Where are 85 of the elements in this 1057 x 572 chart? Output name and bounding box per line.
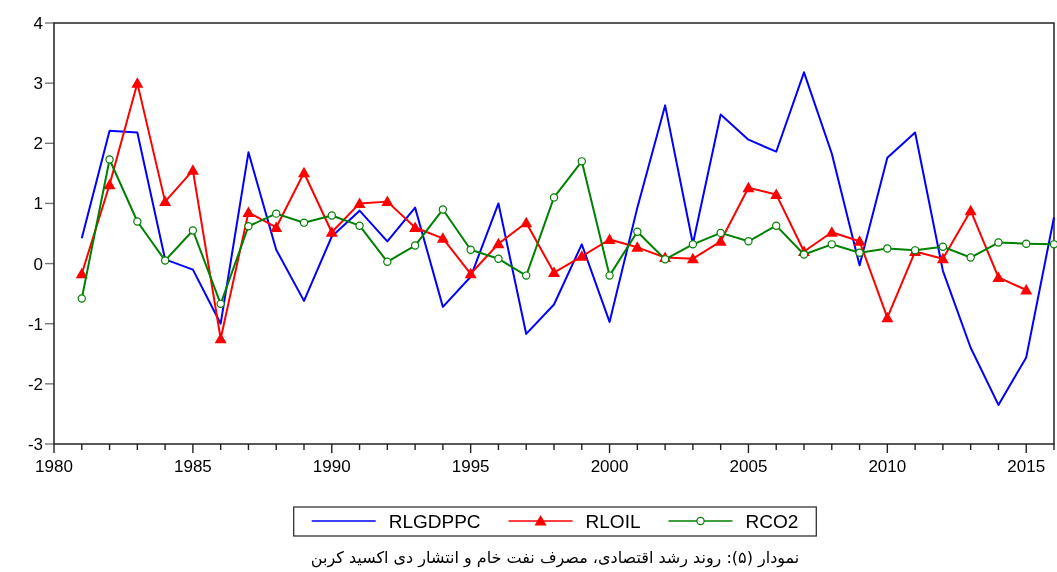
point [270,221,283,232]
point [799,250,809,259]
point [242,206,255,217]
y-tick-label: 1 [33,194,43,214]
point [160,256,170,265]
x-tick-label: 1990 [312,457,351,476]
point [466,245,475,254]
point [603,233,616,245]
x-tick-label: 1995 [451,457,490,476]
point [105,155,114,164]
y-tick-label: 4 [33,14,43,33]
point [272,209,281,218]
point [577,157,586,166]
y-tick-label: 2 [33,134,43,154]
point [744,237,753,246]
point [520,216,533,228]
annotation: نمودار (۵): روند رشد اقتصادی، مصرف نفت خام و انتشار دی اکسید کربن [310,548,800,567]
point [494,254,503,263]
point [381,195,394,207]
point [299,218,309,227]
point [605,271,614,280]
legend-label: RCO2 [745,511,799,532]
point [77,294,86,303]
point [522,271,531,280]
point [688,240,698,249]
legend-label: RLGDPPC [388,511,481,532]
x-tick-label: 2000 [590,457,629,476]
y-tick-label: -1 [27,314,43,334]
point [853,235,866,246]
point [216,299,225,309]
point [159,195,172,207]
point [883,244,892,253]
point [464,267,477,279]
point [772,221,781,230]
point [770,188,783,199]
point [549,193,559,202]
point [714,235,727,246]
point [409,221,422,232]
point [742,181,755,193]
point [353,197,366,208]
point [548,266,560,278]
point [1049,240,1057,249]
point [383,257,392,266]
point [966,253,975,262]
point [855,248,864,257]
point [103,178,116,190]
y-tick-label: 3 [33,74,43,94]
y-tick-label: -2 [27,374,43,394]
point [1020,284,1033,295]
x-tick-label: 2015 [1007,457,1046,476]
point [994,238,1003,247]
point [298,166,310,178]
point [936,252,949,264]
point [244,222,253,231]
point [992,271,1005,282]
legend-label: RLOIL [585,511,641,532]
point [686,252,699,264]
point [825,226,838,237]
point [1022,239,1031,248]
point [631,241,644,252]
x-tick-label: 2005 [729,457,768,476]
point [575,250,588,261]
point [133,217,142,226]
point [131,77,144,88]
point [633,227,642,236]
point [964,204,977,216]
point [355,221,364,230]
x-tick-label: 2010 [868,457,907,476]
point [492,237,505,249]
point [436,232,449,243]
point [410,241,420,250]
point [938,242,948,251]
point [188,226,198,235]
point [660,255,670,264]
y-tick-label: -3 [27,435,43,454]
y-tick-label: 0 [33,254,43,274]
x-tick-label: 1985 [173,457,212,476]
point [327,211,336,220]
point [325,226,338,237]
point [827,240,836,249]
point [186,164,199,175]
point [881,311,894,323]
point [716,228,725,238]
x-tick-label: 1980 [35,457,73,476]
point [438,205,448,214]
